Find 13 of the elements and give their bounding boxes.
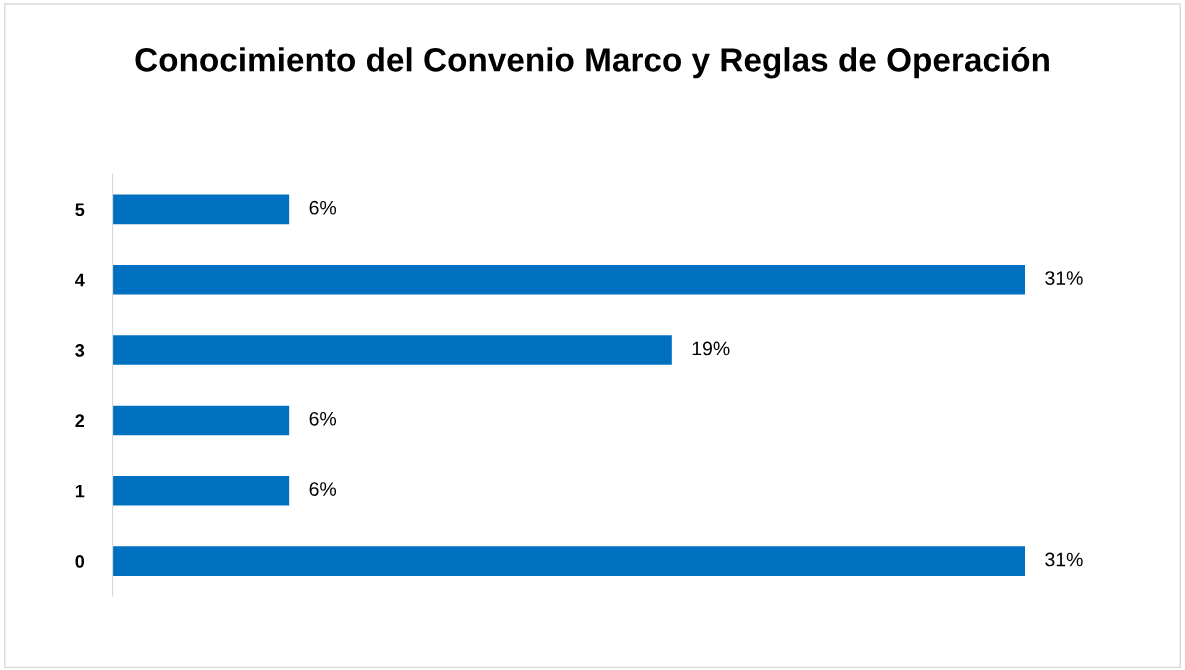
y-tick-label: 3 (75, 344, 85, 357)
y-tick-label: 2 (75, 414, 85, 427)
data-label: 19% (692, 341, 730, 356)
data-label: 6% (309, 200, 337, 215)
y-tick-label: 5 (75, 203, 85, 217)
y-tick-label: 4 (75, 273, 85, 287)
data-label: 6% (309, 411, 337, 426)
data-label: 6% (309, 482, 337, 496)
data-label: 31% (1045, 271, 1083, 285)
data-label: 31% (1045, 552, 1083, 567)
chart-title: Conocimiento del Convenio Marco y Reglas de Operación (135, 46, 1049, 79)
y-tick-label: 1 (75, 484, 85, 498)
y-tick-label: 0 (75, 555, 85, 568)
